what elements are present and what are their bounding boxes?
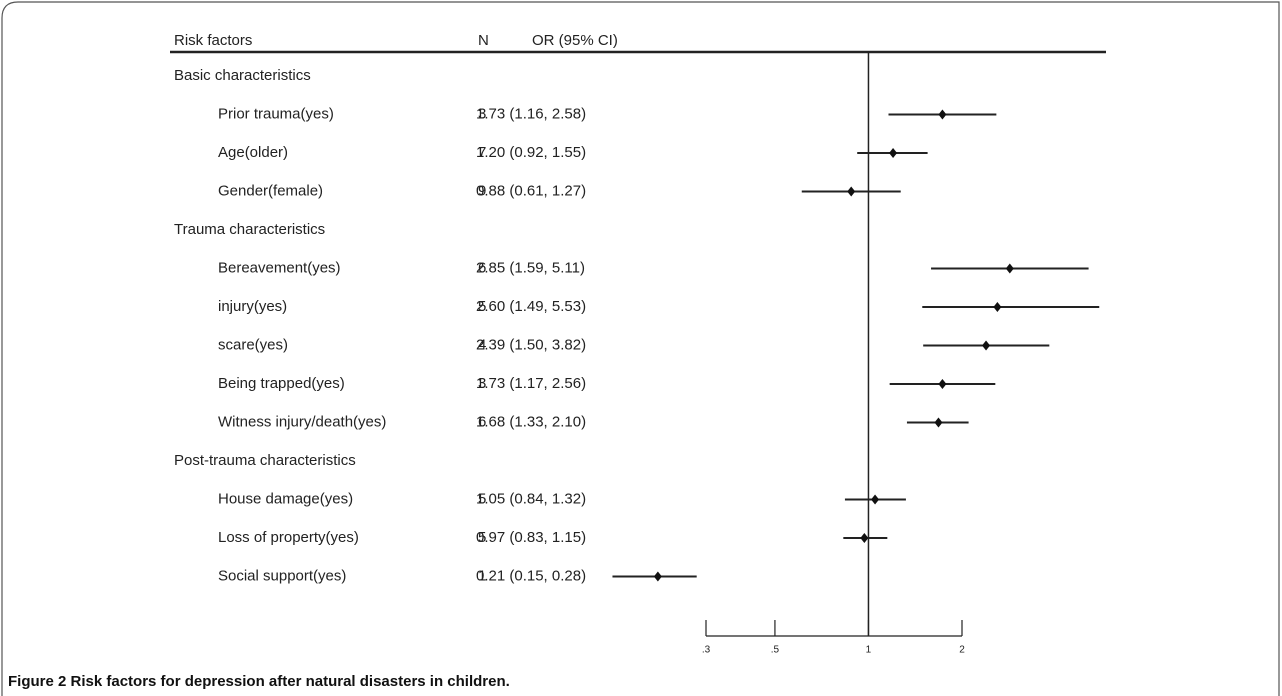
row-label: Social support(yes) — [218, 567, 346, 584]
n-label: 6 — [478, 259, 486, 276]
group-label: Post-trauma characteristics — [174, 452, 356, 469]
or-label: 1.20 (0.92, 1.55) — [476, 144, 586, 161]
row-label: Witness injury/death(yes) — [218, 413, 386, 430]
n-label: 5 — [478, 490, 486, 507]
column-header: Risk factors — [174, 32, 252, 49]
point-estimate — [871, 494, 880, 505]
row-label: Bereavement(yes) — [218, 259, 341, 276]
x-tick-label: 1 — [866, 645, 872, 656]
row-label: Age(older) — [218, 144, 288, 161]
n-label: 7 — [478, 144, 486, 161]
or-label: 2.39 (1.50, 3.82) — [476, 336, 586, 353]
point-estimate — [653, 571, 662, 582]
n-label: 3 — [478, 375, 486, 392]
n-label: 3 — [478, 105, 486, 122]
row-label: Gender(female) — [218, 182, 323, 199]
column-header: OR (95% CI) — [532, 32, 618, 49]
x-tick-label: 2 — [959, 645, 965, 656]
row-label: injury(yes) — [218, 298, 287, 315]
n-label: 9 — [478, 182, 486, 199]
row-label: House damage(yes) — [218, 490, 353, 507]
point-estimate — [860, 533, 869, 543]
n-label: 5 — [478, 298, 486, 315]
point-estimate — [993, 302, 1002, 312]
n-label: 5 — [478, 529, 486, 546]
n-label: 4 — [478, 336, 486, 353]
or-label: 1.05 (0.84, 1.32) — [476, 490, 586, 507]
or-label: 0.88 (0.61, 1.27) — [476, 182, 586, 199]
n-label: 1 — [478, 567, 486, 584]
group-label: Basic characteristics — [174, 67, 311, 84]
or-label: 1.73 (1.17, 2.56) — [476, 375, 586, 392]
column-header: N — [478, 32, 489, 49]
x-tick-label: .3 — [702, 645, 711, 656]
n-label: 6 — [478, 413, 486, 430]
or-label: 1.73 (1.16, 2.58) — [476, 105, 586, 122]
x-tick-label: .5 — [771, 645, 780, 656]
point-estimate — [1005, 263, 1014, 274]
point-estimate — [847, 186, 856, 197]
point-estimate — [938, 109, 947, 120]
row-label: Being trapped(yes) — [218, 375, 345, 392]
or-label: 0.97 (0.83, 1.15) — [476, 529, 586, 546]
row-label: Prior trauma(yes) — [218, 105, 334, 122]
or-label: 0.21 (0.15, 0.28) — [476, 567, 586, 584]
row-label: Loss of property(yes) — [218, 529, 359, 546]
point-estimate — [938, 379, 947, 389]
point-estimate — [982, 340, 991, 351]
row-label: scare(yes) — [218, 336, 288, 353]
point-estimate — [934, 417, 943, 428]
or-label: 2.85 (1.59, 5.11) — [476, 259, 585, 276]
or-label: 2.60 (1.49, 5.53) — [476, 298, 586, 315]
group-label: Trauma characteristics — [174, 221, 325, 238]
caption: Figure 2 Risk factors for depression aft… — [8, 673, 510, 690]
point-estimate — [889, 148, 898, 158]
or-label: 1.68 (1.33, 2.10) — [476, 413, 586, 430]
